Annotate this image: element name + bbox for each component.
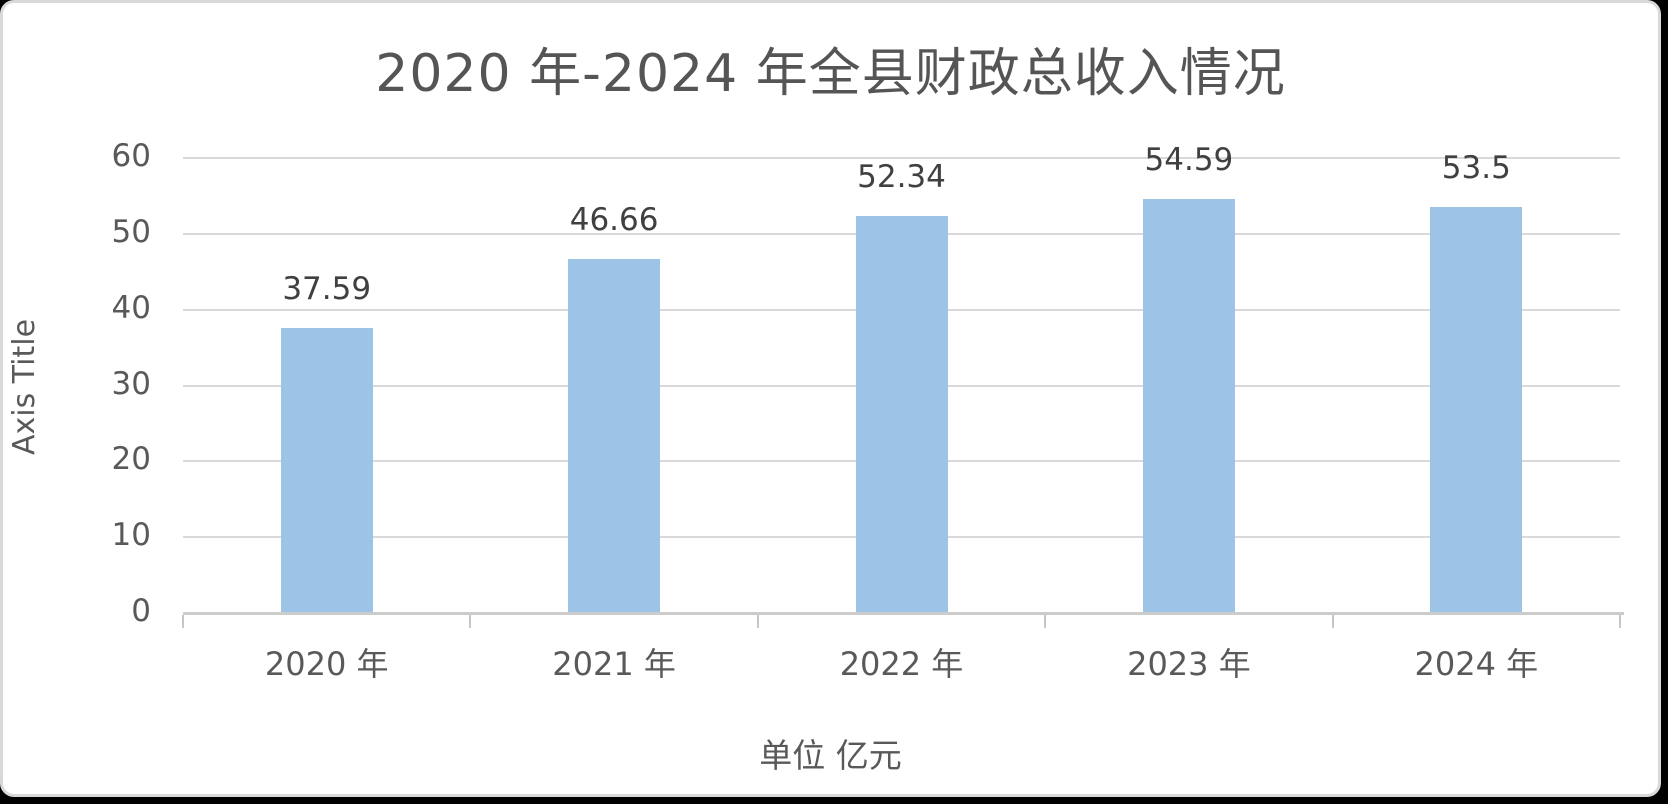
- bar-2022年: [855, 216, 948, 613]
- x-axis-tick: [1044, 615, 1047, 628]
- value-label: 54.59: [1144, 142, 1234, 179]
- y-tick-label: 0: [131, 593, 151, 629]
- x-tick-label: 2024 年: [1414, 645, 1539, 683]
- chart-title: 2020 年-2024 年全县财政总收入情况: [375, 44, 1286, 104]
- bar-2021年: [568, 259, 661, 613]
- x-axis-tick: [756, 615, 759, 628]
- y-tick-label: 10: [111, 517, 151, 554]
- bar-2024年: [1430, 207, 1523, 613]
- x-axis-tick: [182, 615, 184, 628]
- x-axis-tick: [1331, 615, 1334, 628]
- bar-2023年: [1142, 199, 1235, 613]
- plot-area: 0 10 20 30 40 50 60 37.59 46.66 52.34 54.59 53.5 202…: [3, 3, 1658, 794]
- y-tick-label: 40: [111, 289, 151, 326]
- y-tick-label: 50: [111, 213, 151, 250]
- x-tick-label: 2020 年: [264, 645, 389, 683]
- bar-2020年: [280, 327, 373, 613]
- x-axis-title: 单位 亿元: [759, 736, 902, 775]
- x-tick-label: 2021 年: [552, 645, 676, 683]
- value-label: 53.5: [1441, 150, 1511, 187]
- x-tick-label: 2022 年: [839, 645, 964, 683]
- x-axis-tick: [1619, 615, 1621, 628]
- value-label: 52.34: [857, 159, 946, 196]
- value-label: 37.59: [282, 270, 372, 307]
- y-tick-label: 20: [111, 441, 151, 478]
- x-tick-label: 2023 年: [1127, 645, 1251, 683]
- y-tick-label: 30: [111, 365, 151, 402]
- x-axis-tick: [469, 615, 472, 628]
- x-axis-line: [183, 612, 1624, 615]
- gridline: [183, 157, 1620, 159]
- y-tick-label: 60: [111, 138, 151, 174]
- value-label: 46.66: [569, 202, 659, 239]
